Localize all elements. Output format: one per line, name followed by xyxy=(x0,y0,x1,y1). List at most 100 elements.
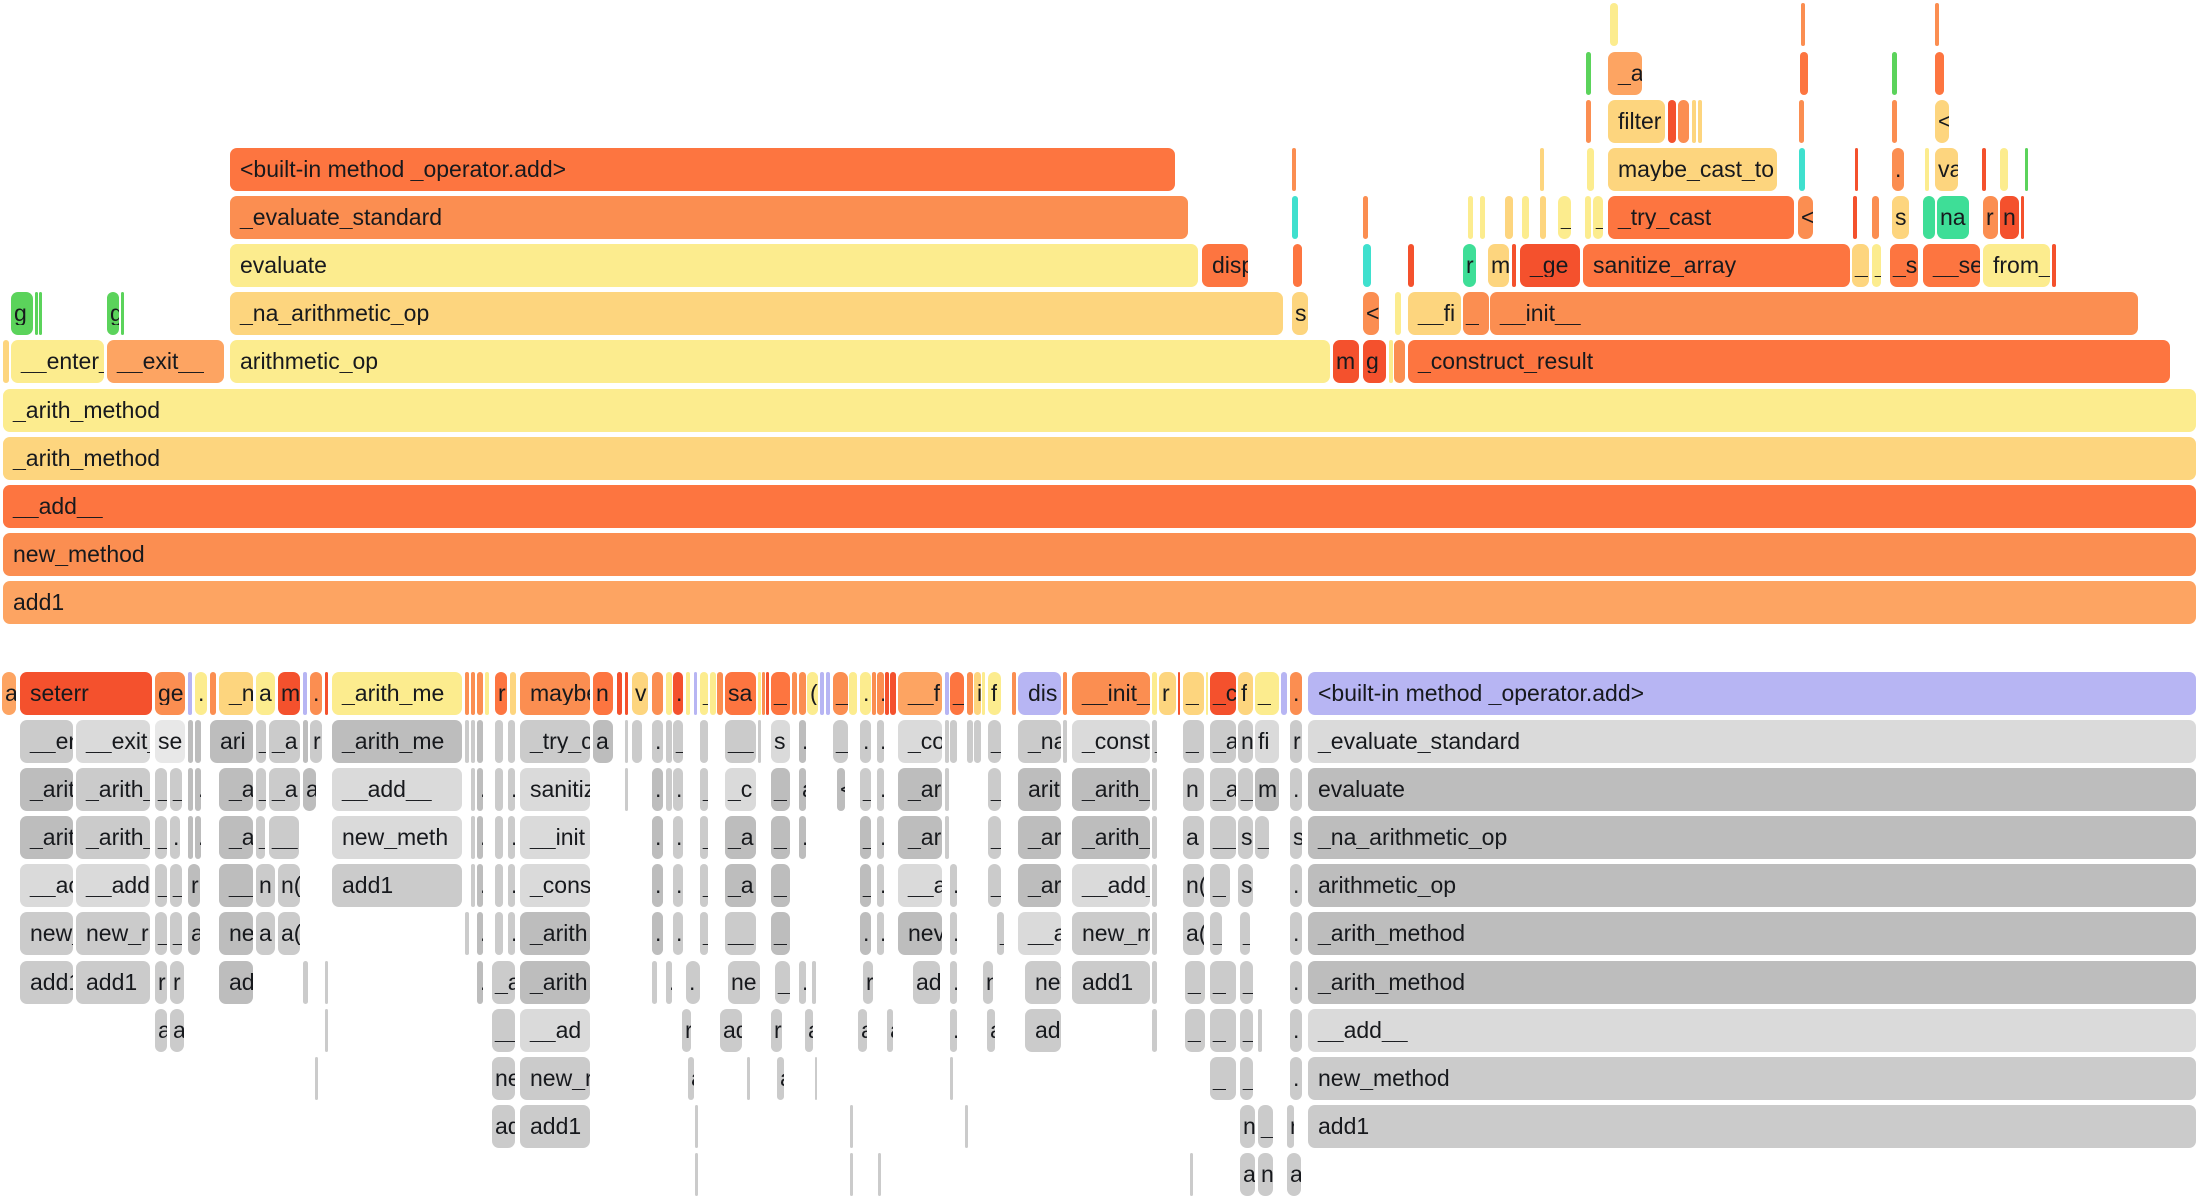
frame-sliver[interactable] xyxy=(982,672,985,715)
frame-sliver[interactable] xyxy=(652,672,663,715)
frame-sliver[interactable] xyxy=(666,672,672,715)
frame-sliver[interactable] xyxy=(1585,196,1591,239)
frame-[interactable]: . xyxy=(673,768,683,811)
frame-sliver[interactable] xyxy=(303,672,307,715)
frame-[interactable]: _ xyxy=(155,816,167,859)
frame-ne[interactable]: ne xyxy=(728,961,760,1004)
frame-m[interactable]: m xyxy=(278,672,300,715)
frame-sliver[interactable] xyxy=(2021,196,2024,239)
frame-add1[interactable]: add1 xyxy=(76,961,150,1004)
frame-[interactable]: _ xyxy=(988,768,1001,811)
frame-[interactable]: _ xyxy=(170,864,182,907)
frame-[interactable]: . xyxy=(666,961,672,1004)
frame-sliver[interactable] xyxy=(762,672,765,715)
frame-sliver[interactable] xyxy=(1258,1009,1262,1052)
frame-ad[interactable]: ad xyxy=(219,961,253,1004)
frame-[interactable]: _ xyxy=(833,720,848,763)
frame-[interactable]: __ xyxy=(725,720,756,763)
frame-new[interactable]: new_ xyxy=(20,912,73,955)
frame-new-r[interactable]: new_r xyxy=(520,1057,590,1100)
frame-[interactable]: _ xyxy=(1255,816,1269,859)
frame-arith[interactable]: _arith_ xyxy=(1072,768,1150,811)
frame-[interactable]: . xyxy=(877,912,884,955)
frame-sliver[interactable] xyxy=(303,961,308,1004)
frame-new-method[interactable]: new_method xyxy=(3,533,2196,576)
frame-[interactable]: . xyxy=(477,768,483,811)
frame-a[interactable]: a xyxy=(256,672,275,715)
frame-sliver[interactable] xyxy=(1468,196,1473,239)
frame-sliver[interactable] xyxy=(890,672,896,715)
frame-[interactable]: _ xyxy=(1872,244,1881,287)
frame-[interactable]: . xyxy=(1290,672,1302,715)
frame-try-c[interactable]: _try_c xyxy=(520,720,590,763)
frame-arith-method[interactable]: _arith_method xyxy=(1308,912,2196,955)
frame-a[interactable]: a xyxy=(805,1009,813,1052)
frame-sliver[interactable] xyxy=(495,816,503,859)
frame-arith[interactable]: _arith_ xyxy=(76,816,150,859)
frame-a[interactable]: a xyxy=(303,768,316,811)
frame-[interactable]: . xyxy=(1290,864,1302,907)
frame-sliver[interactable] xyxy=(872,672,876,715)
frame-a[interactable]: _a xyxy=(1210,720,1236,763)
frame-arith-me[interactable]: _arith_me xyxy=(332,672,462,715)
frame-[interactable]: _ xyxy=(1210,1057,1236,1100)
frame-n[interactable]: n( xyxy=(278,864,300,907)
frame-[interactable]: _ xyxy=(1463,292,1489,335)
frame-[interactable]: __ xyxy=(492,1009,515,1052)
frame-a[interactable]: a xyxy=(1183,816,1204,859)
frame-s[interactable]: s xyxy=(771,720,790,763)
frame-[interactable]: _ xyxy=(155,768,167,811)
frame-[interactable]: _ xyxy=(860,816,871,859)
frame-[interactable]: _ xyxy=(155,864,167,907)
frame-[interactable]: _ xyxy=(1240,912,1250,955)
frame-[interactable]: . xyxy=(799,816,806,859)
frame-sliver[interactable] xyxy=(471,720,475,763)
frame-[interactable]: . xyxy=(477,816,483,859)
frame-add[interactable]: __add_ xyxy=(1072,864,1150,907)
frame-se[interactable]: __se xyxy=(1923,244,1980,287)
frame-n[interactable]: n xyxy=(1258,1153,1273,1196)
frame-sliver[interactable] xyxy=(965,1105,968,1148)
frame-exit[interactable]: __exit__ xyxy=(107,340,224,383)
frame-[interactable]: __ xyxy=(1210,816,1236,859)
frame-g[interactable]: g xyxy=(11,292,33,335)
frame-sliver[interactable] xyxy=(1480,196,1485,239)
frame-a[interactable]: _a xyxy=(219,768,253,811)
frame-sliver[interactable] xyxy=(471,672,475,715)
frame-sliver[interactable] xyxy=(632,720,642,763)
frame-a[interactable]: _a xyxy=(269,720,300,763)
frame-s[interactable]: s xyxy=(1292,292,1308,335)
frame-sliver[interactable] xyxy=(1363,196,1368,239)
frame-evaluate-standard[interactable]: _evaluate_standard xyxy=(1308,720,2196,763)
frame-sanitize-array[interactable]: sanitize_array xyxy=(1583,244,1850,287)
frame-[interactable]: . xyxy=(877,864,884,907)
frame-[interactable]: _ xyxy=(860,768,871,811)
frame-arit[interactable]: arit xyxy=(1018,768,1061,811)
frame-sliver[interactable] xyxy=(1982,148,1986,191)
frame-sliver[interactable] xyxy=(188,672,192,715)
frame-enter[interactable]: __enter__ xyxy=(11,340,104,383)
frame-ne[interactable]: ne xyxy=(219,912,253,955)
frame-sliver[interactable] xyxy=(695,1153,698,1196)
frame-a[interactable]: _a xyxy=(269,768,300,811)
frame-sliver[interactable] xyxy=(477,720,483,763)
frame-[interactable]: . xyxy=(1892,148,1904,191)
frame-[interactable]: . xyxy=(950,1009,957,1052)
frame-a[interactable]: a xyxy=(887,1009,893,1052)
frame-v[interactable]: v xyxy=(632,672,648,715)
frame-[interactable]: _ xyxy=(1152,720,1157,763)
frame-sliver[interactable] xyxy=(1799,100,1804,143)
frame-[interactable]: . xyxy=(477,961,483,1004)
frame-sliver[interactable] xyxy=(39,292,42,335)
frame-[interactable]: _ xyxy=(1183,720,1204,763)
frame-sliver[interactable] xyxy=(477,672,483,715)
frame-[interactable]: __ xyxy=(269,816,299,859)
frame-sliver[interactable] xyxy=(1394,340,1405,383)
frame-a[interactable]: a xyxy=(688,1057,694,1100)
frame-[interactable]: . xyxy=(508,816,515,859)
frame-sliver[interactable] xyxy=(465,720,469,763)
frame-r[interactable]: r xyxy=(1287,1105,1294,1148)
frame-[interactable]: < xyxy=(1935,100,1949,143)
frame-n[interactable]: n( xyxy=(1183,864,1204,907)
frame-sliver[interactable] xyxy=(666,720,672,763)
